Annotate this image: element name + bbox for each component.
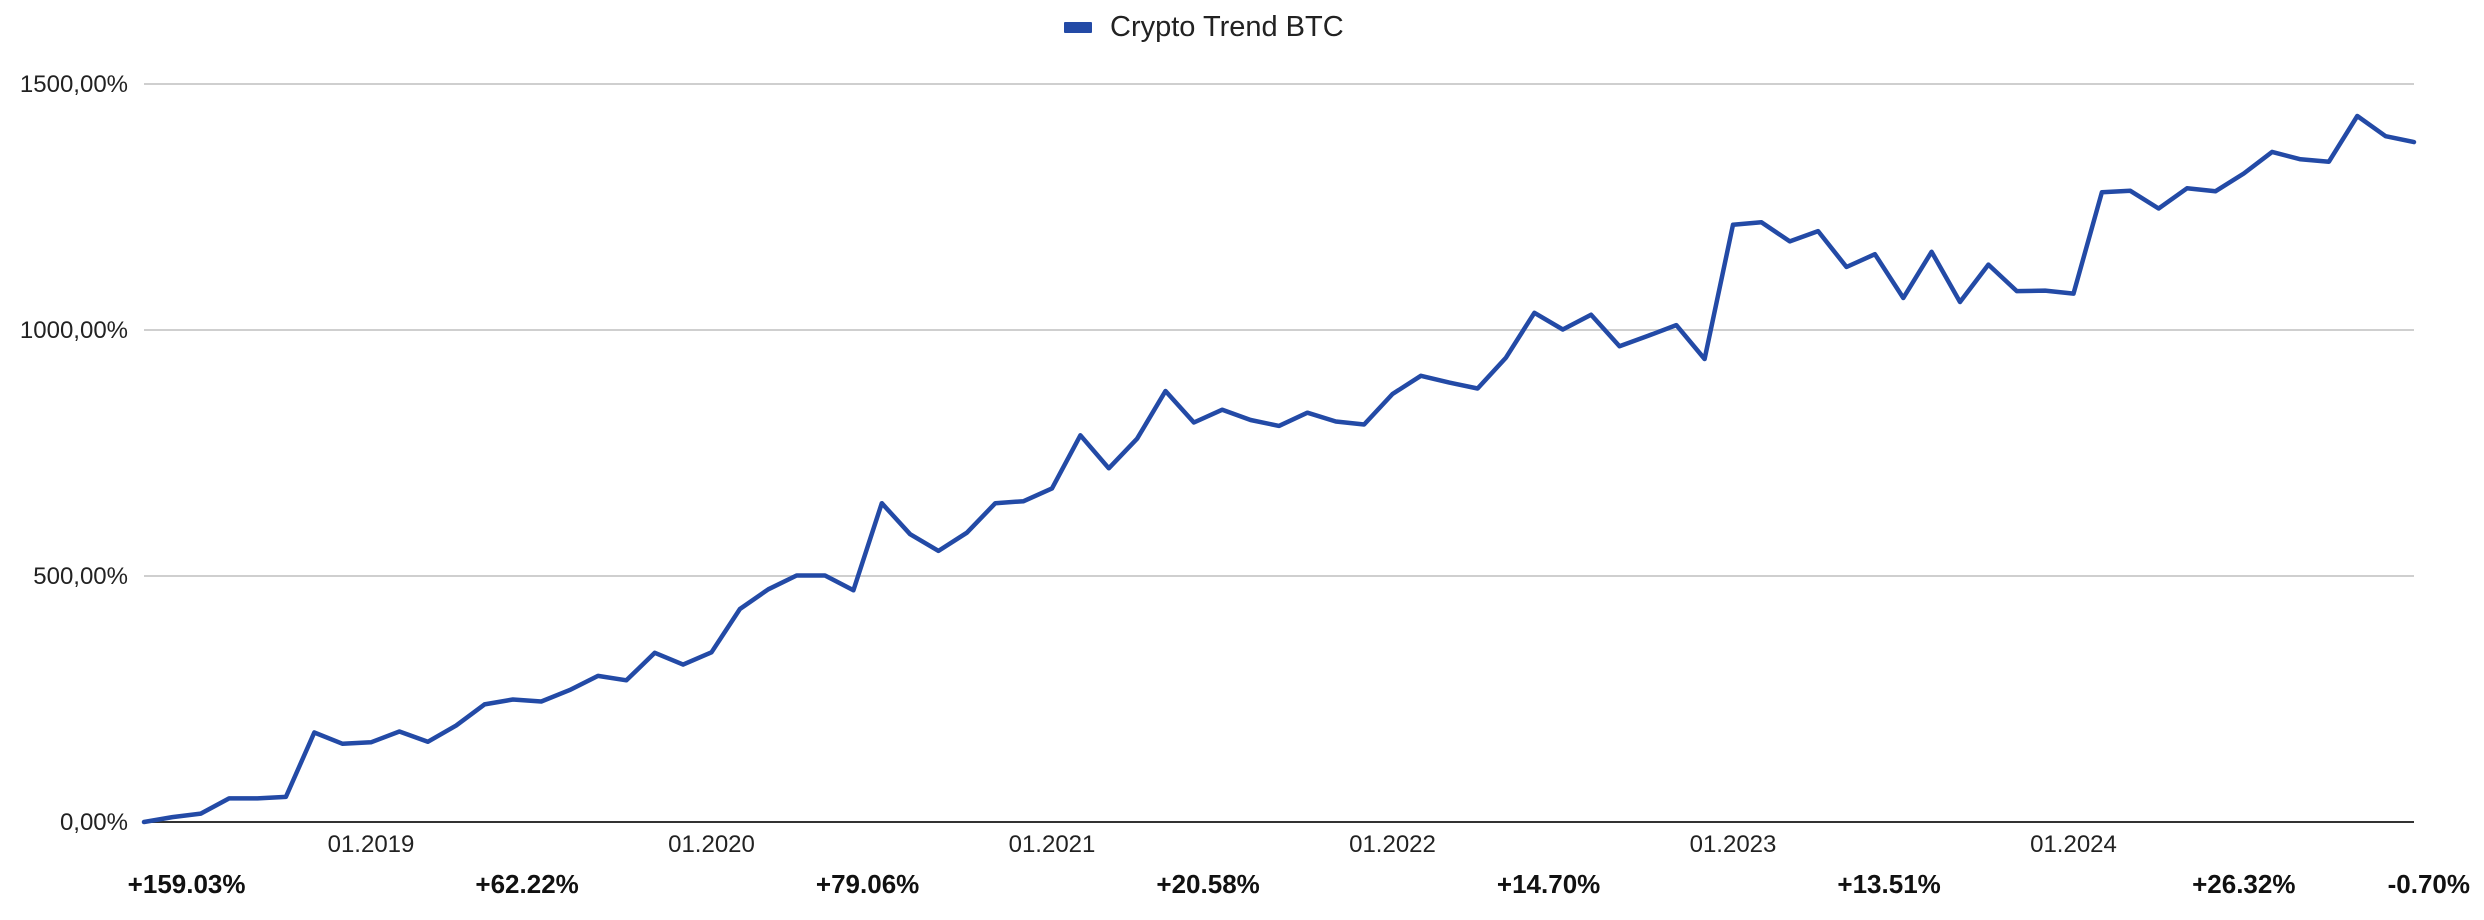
legend: Crypto Trend BTC bbox=[1064, 11, 1344, 43]
legend-swatch bbox=[1064, 22, 1092, 33]
y-tick-label: 1500,00% bbox=[20, 71, 128, 98]
series-line-crypto-trend-btc bbox=[141, 113, 2417, 825]
y-tick-label: 1000,00% bbox=[20, 317, 128, 344]
annual-return-label: +26.32% bbox=[2192, 869, 2295, 899]
annual-return-label: +79.06% bbox=[816, 869, 919, 899]
annual-return-label: +14.70% bbox=[1497, 869, 1600, 899]
x-tick-label: 01.2023 bbox=[1690, 831, 1777, 858]
annual-return-label: +13.51% bbox=[1837, 869, 1940, 899]
annual-return-label: +20.58% bbox=[1156, 869, 1259, 899]
series-layer bbox=[141, 113, 2417, 825]
x-axis-ticks: 01.2019 01.2020 01.2021 01.2022 01.2023 01.20… bbox=[328, 831, 2117, 858]
gridlines bbox=[144, 83, 2414, 577]
annual-returns: +159.03% +62.22% +79.06% +20.58% +14.70% +13.… bbox=[128, 869, 2470, 899]
annual-return-label: +159.03% bbox=[128, 869, 246, 899]
x-tick-label: 01.2022 bbox=[1349, 831, 1436, 858]
annual-return-label: +62.22% bbox=[475, 869, 578, 899]
annual-return-label: -0.70% bbox=[2388, 869, 2470, 899]
x-tick-label: 01.2019 bbox=[328, 831, 415, 858]
x-tick-label: 01.2021 bbox=[1009, 831, 1096, 858]
x-tick-label: 01.2024 bbox=[2030, 831, 2117, 858]
x-tick-label: 01.2020 bbox=[668, 831, 755, 858]
y-tick-label: 0,00% bbox=[60, 809, 128, 836]
y-tick-label: 500,00% bbox=[33, 563, 128, 590]
y-axis-ticks: 0,00% 500,00% 1000,00% 1500,00% bbox=[20, 71, 128, 836]
legend-label: Crypto Trend BTC bbox=[1110, 11, 1344, 43]
